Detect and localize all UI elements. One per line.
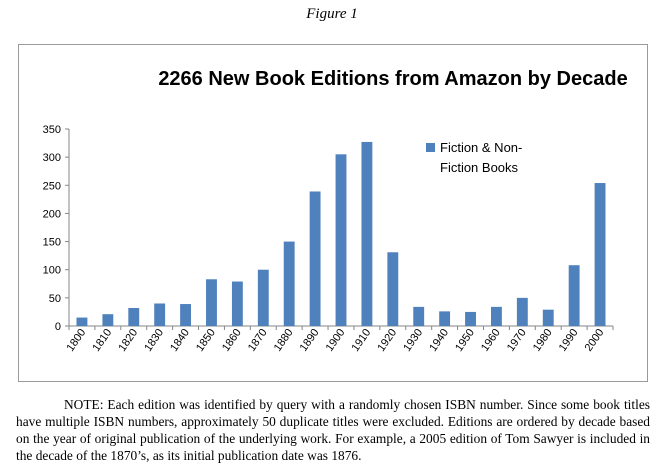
x-tick-label: 1860 xyxy=(220,327,244,354)
bar-1940 xyxy=(439,311,451,326)
legend-label: Fiction & Non- xyxy=(440,140,522,155)
x-tick-label: 1910 xyxy=(349,327,373,354)
y-tick-label: 200 xyxy=(43,208,61,220)
x-tick-label: 1830 xyxy=(142,327,166,354)
bar-1880 xyxy=(283,241,295,326)
x-tick-label: 1840 xyxy=(168,327,192,354)
bar-1830 xyxy=(154,303,166,326)
bar-1920 xyxy=(387,252,399,326)
bars xyxy=(76,141,606,326)
x-tick-label: 1930 xyxy=(401,327,425,354)
x-tick-label: 1900 xyxy=(324,327,348,354)
y-tick-label: 250 xyxy=(43,180,61,192)
bar-1800 xyxy=(76,317,88,326)
x-tick-label: 1870 xyxy=(246,327,270,354)
x-tick-label: 2000 xyxy=(583,327,607,354)
x-axis: 1800 1810 1820 1830 1840 1850 1860 1870 1880 1890… xyxy=(65,325,614,354)
legend-swatch xyxy=(426,143,435,152)
x-tick-label: 1920 xyxy=(375,327,399,354)
x-tick-label: 1980 xyxy=(531,327,555,354)
x-tick-label: 1890 xyxy=(298,327,322,354)
y-tick-label: 300 xyxy=(43,152,61,164)
bar-1860 xyxy=(231,281,243,326)
y-tick-label: 100 xyxy=(43,265,61,277)
bar-1850 xyxy=(206,279,217,326)
figure-caption: Figure 1 xyxy=(306,6,358,22)
x-tick-label: 1880 xyxy=(272,327,296,354)
x-tick-label: 1950 xyxy=(453,327,477,354)
bar-2000 xyxy=(594,183,606,326)
bar-1950 xyxy=(465,311,476,326)
y-axis: 0 50 100 150 200 250 300 350 xyxy=(43,124,70,333)
x-tick-label: 1800 xyxy=(65,327,89,354)
bar-1870 xyxy=(257,269,269,326)
x-tick-label: 1850 xyxy=(194,327,218,354)
note-paragraph: NOTE: Each edition was identified by que… xyxy=(16,397,650,463)
bar-1820 xyxy=(128,307,140,326)
x-tick-label: 1810 xyxy=(90,327,114,354)
x-tick-label: 1990 xyxy=(557,327,581,354)
bar-1990 xyxy=(568,265,580,326)
x-tick-label: 1820 xyxy=(116,327,140,354)
bar-chart: 2266 New Book Editions from Amazon by De… xyxy=(43,68,628,354)
note-text-block: NOTE: Each edition was identified by que… xyxy=(16,396,650,464)
legend-label: Fiction Books xyxy=(440,160,519,175)
x-tick-label: 1960 xyxy=(479,327,503,354)
bar-1910 xyxy=(361,141,373,326)
y-tick-label: 50 xyxy=(49,293,61,305)
y-tick-label: 150 xyxy=(43,237,61,249)
bar-1840 xyxy=(180,304,192,326)
y-tick-label: 350 xyxy=(43,124,61,136)
bar-1890 xyxy=(309,191,321,326)
y-tick-label: 0 xyxy=(55,321,61,333)
bar-1970 xyxy=(516,297,528,326)
bar-1930 xyxy=(413,306,425,326)
bar-1960 xyxy=(490,306,502,326)
chart-title: 2266 New Book Editions from Amazon by De… xyxy=(158,68,627,90)
chart-frame: 2266 New Book Editions from Amazon by De… xyxy=(18,44,648,382)
bar-1900 xyxy=(335,154,347,326)
x-tick-label: 1970 xyxy=(505,327,529,354)
x-tick-label: 1940 xyxy=(427,327,451,354)
legend: Fiction & Non- Fiction Books xyxy=(426,140,522,175)
bar-1810 xyxy=(102,314,114,326)
bar-1980 xyxy=(542,309,554,326)
